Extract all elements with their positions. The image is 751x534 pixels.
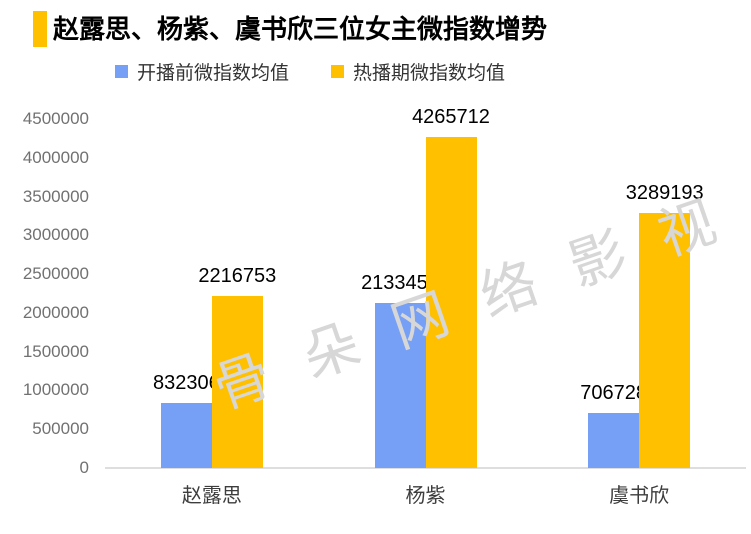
legend-label-hot-airing: 热播期微指数均值	[353, 62, 506, 84]
bar-value-label: 3289193	[625, 182, 704, 204]
y-tick-label: 2000000	[22, 302, 89, 322]
y-tick-label: 0	[79, 458, 89, 477]
legend-swatch-blue	[115, 64, 128, 78]
y-tick-label: 500000	[32, 419, 89, 439]
y-tick-label: 3500000	[22, 186, 89, 206]
bar-series1-group3: 706728	[580, 382, 647, 468]
legend-item-hot-airing: 热播期微指数均值	[331, 58, 505, 85]
y-tick-label: 1500000	[22, 341, 89, 361]
bar-value-label: 706728	[580, 382, 648, 404]
bar-group-3: 706728 3289193	[532, 119, 746, 468]
y-tick-label: 3000000	[22, 225, 89, 245]
bar-value-label: 2216753	[198, 265, 277, 287]
bar-value-label: 832306	[152, 372, 220, 394]
bar-value-label: 4265712	[412, 106, 490, 128]
y-tick-label: 4000000	[22, 147, 89, 167]
bar-series2-group2: 4265712	[412, 106, 490, 468]
x-category-label: 虞书欣	[609, 485, 670, 507]
y-tick-label: 4500000	[22, 109, 89, 128]
bar-series2-group1: 2216753	[198, 265, 276, 468]
x-axis-labels: 赵露思 杨紫 虞书欣	[105, 479, 746, 508]
bar-group-2: 2133457 4265712	[319, 106, 533, 468]
y-tick-label: 1000000	[22, 380, 89, 400]
title-accent-bar	[33, 11, 47, 47]
legend-item-pre-launch: 开播前微指数均值	[115, 58, 289, 85]
bar-series2-group3: 3289193	[626, 182, 704, 468]
x-category-label: 杨紫	[405, 485, 446, 507]
legend: 开播前微指数均值 热播期微指数均值	[115, 61, 505, 84]
plot-area: 832306 2216753 2133457 4265712 706728 3289193	[105, 106, 746, 469]
legend-label-pre-launch: 开播前微指数均值	[137, 62, 290, 84]
x-axis-line	[105, 467, 746, 469]
legend-swatch-yellow	[331, 64, 345, 78]
y-tick-label: 2500000	[22, 264, 89, 284]
y-axis: 0 500000 1000000 1500000 2000000 2500000 30000…	[0, 0, 89, 534]
x-category-label: 赵露思	[181, 485, 242, 507]
bar-value-label: 2133457	[361, 272, 439, 294]
bar-group-1: 832306 2216753	[105, 119, 319, 468]
chart-title: 赵露思、杨紫、虞书欣三位女主微指数增势	[53, 14, 548, 44]
bar-series1-group2: 2133457	[361, 272, 439, 468]
bar-series1-group1: 832306	[153, 372, 220, 468]
